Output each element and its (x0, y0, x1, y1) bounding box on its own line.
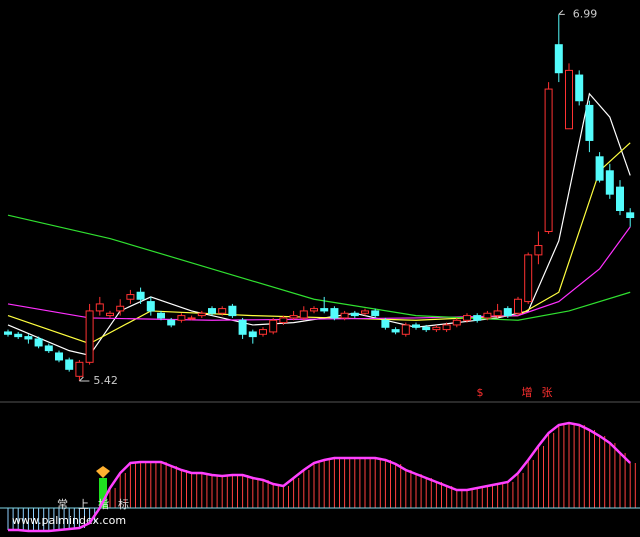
candle-body (248, 331, 257, 338)
max-label: 6.99 (573, 7, 598, 20)
indicator-line (8, 421, 632, 533)
indicator-label: 标 (118, 497, 129, 511)
candle-body (157, 312, 165, 319)
candle-body (259, 329, 267, 335)
annotation: 张 (542, 386, 553, 399)
candle-body (422, 326, 431, 331)
candle-body (473, 315, 482, 321)
candle-body (55, 352, 63, 361)
min-label: 5.42 (93, 374, 118, 387)
watermark: www.palmindex.com (12, 514, 126, 527)
candle-body (442, 324, 451, 331)
candle-body (493, 310, 502, 317)
candle-body (524, 254, 533, 303)
candle-body (4, 331, 12, 335)
candle-body (565, 69, 573, 130)
candle-body (136, 291, 145, 300)
candle-body (289, 315, 298, 319)
ma-line (7, 142, 631, 345)
candle-body (228, 305, 237, 317)
leader (79, 376, 90, 382)
candle-body (218, 308, 227, 314)
candle-body (167, 319, 176, 326)
annotation: 增 (522, 385, 533, 399)
candle-body (554, 44, 563, 74)
candle-body (503, 308, 512, 317)
candle-body (279, 317, 288, 324)
candle-body (350, 312, 359, 317)
candle-body (463, 315, 471, 321)
candle-body (371, 310, 380, 317)
candle-body (320, 308, 329, 312)
candle-body (391, 329, 400, 333)
candle-body (483, 312, 492, 319)
candle-body (381, 319, 390, 328)
candle-body (106, 312, 114, 317)
candle-body (626, 212, 635, 219)
candle-body (238, 319, 247, 335)
candle-body (616, 186, 624, 212)
candle-body (44, 345, 53, 352)
candle-body (340, 312, 349, 319)
candle-body (330, 308, 339, 319)
candle-body (85, 310, 94, 363)
candle-body (595, 156, 604, 181)
candle-body (585, 104, 594, 141)
candle-body (401, 324, 410, 335)
candle-body (34, 338, 43, 347)
candle-body (299, 310, 308, 319)
candle-body (24, 336, 33, 340)
ma-line (7, 92, 631, 356)
signal-bar (99, 478, 107, 508)
candle-body (605, 170, 614, 195)
candle-body (208, 308, 216, 314)
candle-body (116, 305, 125, 312)
annotation: $ (477, 386, 484, 399)
candle-body (310, 308, 318, 312)
candle-body (514, 298, 522, 314)
candle-body (269, 319, 278, 333)
indicator-label: 指 (98, 497, 109, 511)
candle-body (534, 245, 543, 256)
candle-body (65, 359, 74, 370)
candle-body (14, 333, 23, 338)
candle-body (452, 319, 461, 326)
candle-body (197, 312, 206, 317)
candle-body (412, 324, 420, 328)
candle-body (95, 303, 104, 312)
leader (558, 9, 565, 15)
candle-body (575, 74, 584, 102)
candle-body (544, 88, 553, 233)
candle-body (177, 315, 186, 321)
indicator-label: 常 (57, 498, 68, 511)
indicator-label: 上 (78, 498, 89, 511)
candle-body (75, 361, 84, 377)
diamond-icon (96, 466, 110, 478)
candle-body (361, 310, 369, 314)
candle-body (432, 326, 441, 331)
candle-body (187, 317, 196, 320)
candle-body (146, 301, 155, 312)
ma-line (7, 214, 631, 321)
candle-body (126, 294, 135, 300)
